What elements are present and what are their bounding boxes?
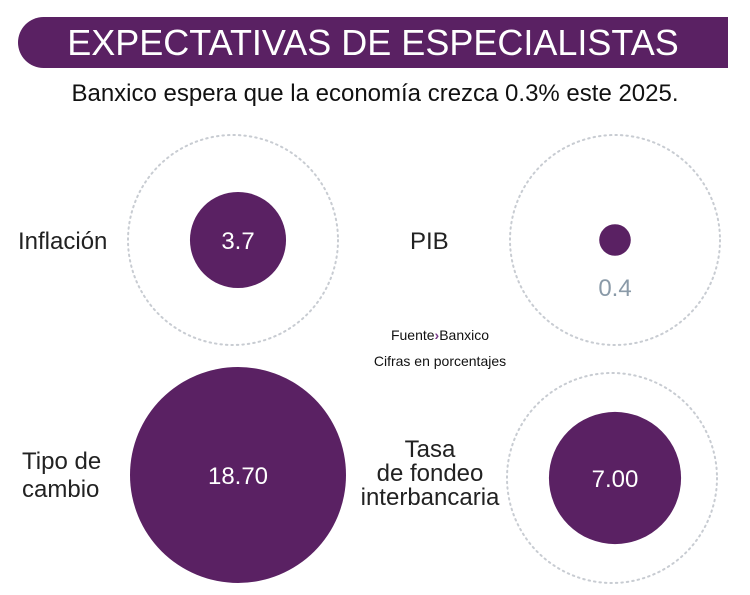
- label-tasa-de-fondeo: Tasa de fondeo interbancaria: [360, 436, 500, 511]
- source-label: Fuente: [390, 327, 435, 343]
- value-label: 0.4: [598, 275, 631, 302]
- source-note: Fuente›Banxico Cifras en porcentajes: [360, 322, 520, 374]
- bubble: [189, 191, 287, 289]
- bubble: [599, 224, 631, 256]
- chevron-right-icon: ›: [434, 327, 440, 343]
- title-banner: EXPECTATIVAS DE ESPECIALISTAS: [18, 17, 728, 68]
- subtitle: Banxico espera que la economía crezca 0.…: [71, 80, 679, 107]
- value-label: 7.00: [592, 466, 639, 493]
- label-tipo-de-cambio: Tipo de cambio: [22, 448, 102, 503]
- value-label: 3.7: [221, 228, 254, 255]
- value-label: 18.70: [208, 463, 268, 490]
- outline-circle: [127, 134, 339, 346]
- bubble: [548, 411, 682, 545]
- units-note: Cifras en porcentajes: [373, 353, 507, 369]
- source-name: Banxico: [439, 327, 490, 343]
- outline-circle: [509, 134, 721, 346]
- label-inflacion: Inflación: [18, 228, 108, 255]
- outline-circle: [506, 372, 718, 584]
- label-pib: PIB: [410, 228, 449, 255]
- bubble: [130, 367, 346, 583]
